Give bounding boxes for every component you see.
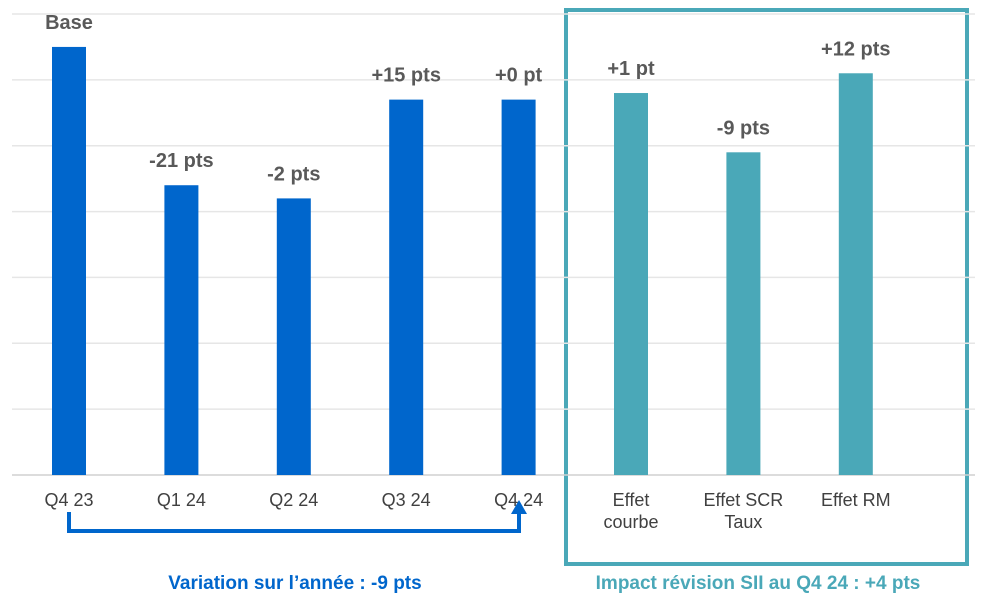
x-tick-label: Q1 24 — [156, 490, 206, 510]
x-tick-label: Effet RM — [820, 490, 891, 510]
x-tick-label: Q4 23 — [44, 490, 94, 510]
x-tick-label: Q2 24 — [269, 490, 319, 510]
data-label: -21 pts — [149, 150, 213, 172]
bracket-arrow — [511, 500, 527, 514]
data-label: +12 pts — [821, 38, 890, 60]
bar — [726, 152, 761, 476]
x-tick-label: Effet courbe — [603, 490, 659, 532]
data-label: +0 pt — [495, 65, 543, 87]
data-label: -9 pts — [717, 117, 770, 139]
bar — [838, 73, 873, 476]
data-label: -2 pts — [267, 163, 320, 185]
bar — [501, 99, 536, 475]
x-tick-label: Q4 24 — [494, 490, 544, 510]
box-label: Impact révision SII au Q4 24 : +4 pts — [596, 573, 921, 594]
data-label: +15 pts — [371, 65, 440, 87]
bar — [52, 46, 86, 476]
box — [564, 8, 969, 566]
data-label: Base — [45, 12, 93, 34]
bar — [164, 185, 199, 475]
x-tick-label: Q3 24 — [381, 490, 431, 510]
bar — [614, 93, 648, 476]
bracket — [67, 512, 521, 533]
bar — [389, 99, 424, 475]
data-label: +1 pt — [607, 58, 655, 80]
bar — [276, 198, 311, 475]
x-tick-label: Effet SCR Taux — [703, 490, 784, 532]
bracket-label: Variation sur l’année : -9 pts — [168, 573, 421, 594]
